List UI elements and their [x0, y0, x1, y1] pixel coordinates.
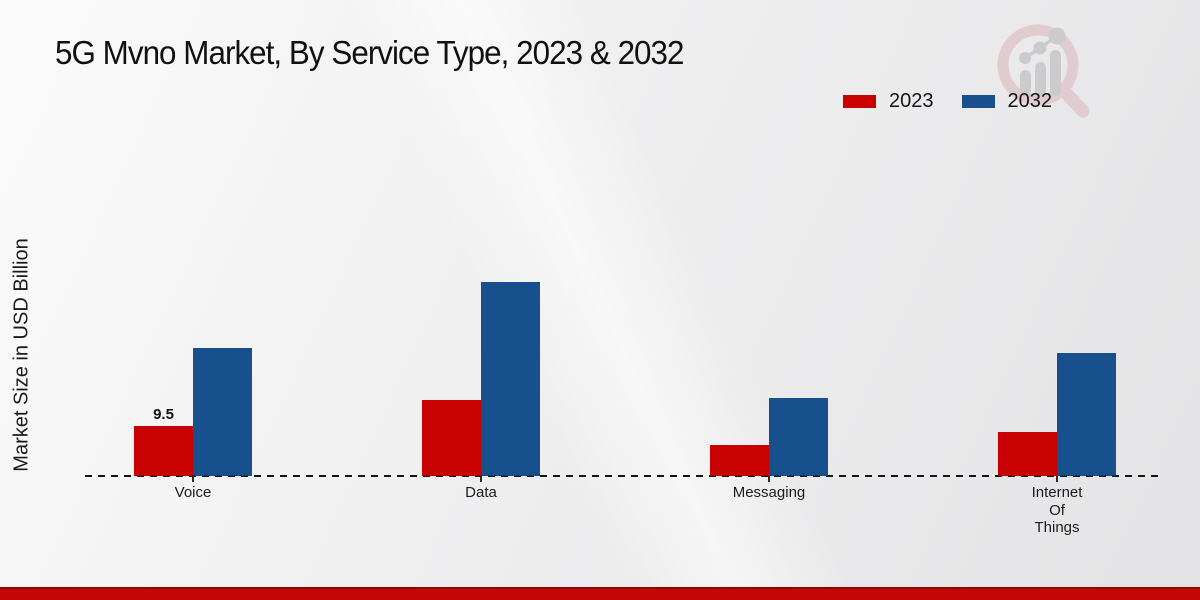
legend-item-2023: 2023 [843, 90, 934, 113]
legend-swatch-2023 [843, 95, 876, 108]
legend-item-2032: 2032 [961, 90, 1053, 113]
bar-2023-voice [134, 426, 193, 476]
legend-label-2032: 2032 [1007, 90, 1053, 112]
footer-red-strip [0, 587, 1200, 600]
zero-baseline-overlay [85, 475, 1163, 477]
magnifier-chart-watermark-icon [997, 24, 1090, 118]
x-tick-internet-of-things [1056, 476, 1058, 482]
bar-2032-messaging [769, 398, 828, 476]
zero-baseline-dashed [85, 475, 1163, 477]
y-axis-label: Market Size in USD Billion [10, 238, 33, 472]
category-label-data: Data [465, 484, 497, 501]
category-label-internet-of-things: Internet Of Things [1031, 484, 1083, 537]
chart-title: 5G Mvno Market, By Service Type, 2023 & … [55, 34, 684, 71]
bar-2032-voice [193, 348, 252, 476]
bar-2032-internet-of-things [1057, 353, 1116, 476]
legend-label-2023: 2023 [889, 90, 934, 112]
x-tick-messaging [768, 476, 770, 482]
bar-2032-data [481, 282, 540, 476]
bar-2023-data [422, 400, 481, 476]
bar-2023-messaging [710, 445, 769, 476]
legend-swatch-2032 [961, 95, 995, 108]
legend: 2023 2032 [843, 90, 1052, 113]
x-tick-data [480, 476, 482, 482]
value-label-2023-voice: 9.5 [153, 406, 174, 423]
bar-2023-internet-of-things [998, 432, 1057, 476]
x-tick-voice [192, 476, 194, 482]
category-label-messaging: Messaging [732, 484, 806, 501]
category-label-voice: Voice [174, 484, 212, 501]
